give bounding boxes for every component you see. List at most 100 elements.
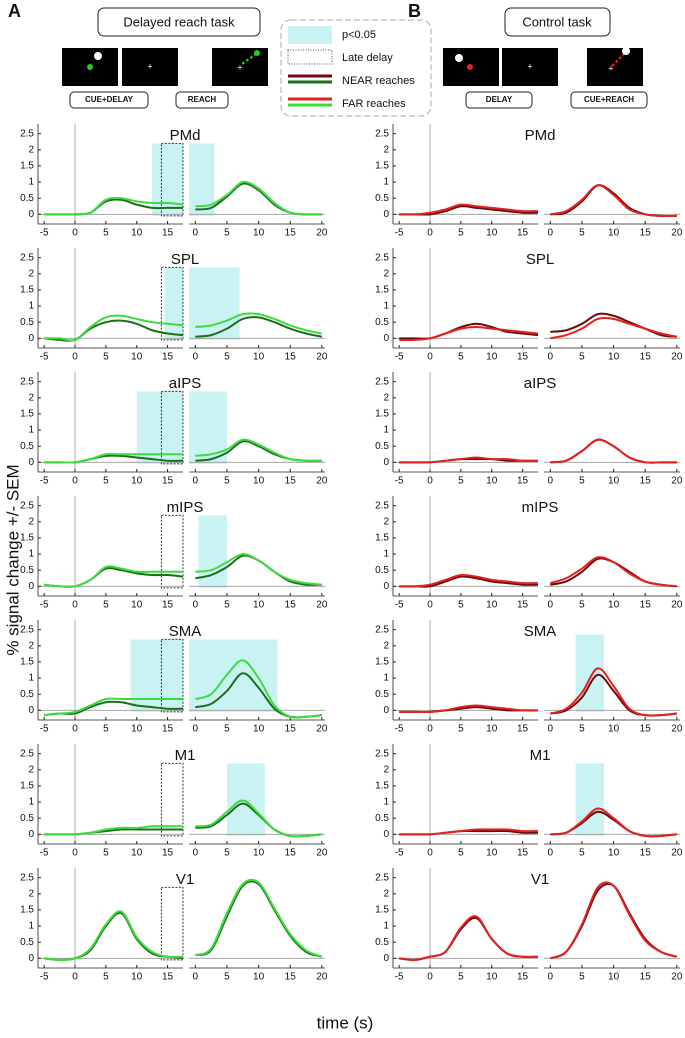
legend-label: FAR reaches bbox=[342, 98, 406, 110]
significance-shade bbox=[226, 763, 265, 836]
x-tick-label: 20 bbox=[316, 724, 328, 735]
y-tick-label: 2.5 bbox=[375, 128, 389, 139]
data-line bbox=[44, 697, 183, 717]
y-tick-label: 0.5 bbox=[20, 937, 34, 948]
x-tick-label: 0 bbox=[72, 352, 78, 363]
label-box bbox=[570, 91, 648, 109]
x-tick-label: 5 bbox=[103, 600, 109, 611]
legend-label: p<0.05 bbox=[342, 29, 376, 41]
y-tick-label: 2.5 bbox=[375, 500, 389, 511]
y-tick-label: 0 bbox=[383, 457, 389, 468]
x-tick-label: 0 bbox=[193, 972, 199, 983]
x-tick-label: -5 bbox=[40, 972, 49, 983]
y-tick-label: 2 bbox=[383, 640, 389, 651]
x-tick-label: 0 bbox=[72, 848, 78, 859]
x-tick-label: 5 bbox=[103, 476, 109, 487]
x-tick-label: 15 bbox=[285, 600, 297, 611]
y-tick-label: 0 bbox=[28, 829, 34, 840]
x-tick-label: 0 bbox=[427, 972, 433, 983]
x-tick-label: 15 bbox=[517, 476, 529, 487]
data-line bbox=[44, 565, 183, 588]
x-tick-label: 0 bbox=[193, 228, 199, 239]
y-tick-label: 0.5 bbox=[20, 317, 34, 328]
y-tick-label: 2.5 bbox=[375, 624, 389, 635]
x-tick-label: 0 bbox=[548, 476, 554, 487]
y-tick-label: 0.5 bbox=[375, 813, 389, 824]
y-tick-label: 1 bbox=[28, 301, 34, 312]
significance-shade bbox=[189, 639, 278, 712]
data-line bbox=[44, 911, 184, 961]
legend-swatch bbox=[287, 49, 333, 65]
x-tick-label: -5 bbox=[395, 600, 404, 611]
y-tick-label: 1.5 bbox=[375, 161, 389, 172]
x-tick-label: 15 bbox=[640, 228, 652, 239]
y-tick-label: 2.5 bbox=[20, 500, 34, 511]
x-tick-label: 15 bbox=[640, 724, 652, 735]
significance-shade bbox=[189, 143, 215, 216]
x-tick-label: 0 bbox=[427, 352, 433, 363]
y-tick-label: 0.5 bbox=[375, 317, 389, 328]
y-tick-label: 0 bbox=[383, 333, 389, 344]
x-tick-label: 5 bbox=[458, 476, 464, 487]
data-line bbox=[195, 880, 323, 958]
late-delay-box bbox=[160, 638, 184, 713]
significance-shade bbox=[130, 639, 183, 712]
y-tick-label: 1.5 bbox=[20, 161, 34, 172]
task-icons: + + + + bbox=[62, 47, 643, 86]
y-tick-label: 1 bbox=[383, 797, 389, 808]
y-tick-label: 2.5 bbox=[20, 128, 34, 139]
x-tick-label: 10 bbox=[253, 228, 265, 239]
x-tick-label: 15 bbox=[162, 724, 174, 735]
panel-title: aIPS bbox=[169, 375, 202, 392]
y-tick-label: 1.5 bbox=[375, 781, 389, 792]
data-line bbox=[195, 316, 323, 338]
x-tick-label: 20 bbox=[671, 228, 683, 239]
x-tick-label: 0 bbox=[548, 972, 554, 983]
y-tick-label: 1 bbox=[383, 921, 389, 932]
data-line bbox=[194, 878, 323, 958]
x-tick-label: 5 bbox=[103, 972, 109, 983]
x-tick-label: 15 bbox=[162, 352, 174, 363]
data-line bbox=[550, 312, 677, 338]
x-tick-label: 0 bbox=[427, 848, 433, 859]
y-tick-label: 0 bbox=[28, 457, 34, 468]
x-tick-label: 10 bbox=[486, 600, 498, 611]
panel-letter: A bbox=[8, 1, 21, 21]
legend-label: NEAR reaches bbox=[342, 75, 415, 87]
y-tick-label: 1.5 bbox=[20, 285, 34, 296]
y-tick-label: 1.5 bbox=[20, 657, 34, 668]
data-line bbox=[550, 317, 678, 340]
x-tick-label: 10 bbox=[608, 352, 620, 363]
panel-title: mIPS bbox=[167, 499, 204, 516]
y-tick-label: 2.5 bbox=[20, 252, 34, 263]
x-tick-label: -5 bbox=[395, 972, 404, 983]
x-tick-label: 15 bbox=[517, 724, 529, 735]
data-line bbox=[44, 314, 184, 342]
x-tick-label: -5 bbox=[40, 476, 49, 487]
task-box bbox=[504, 7, 611, 37]
x-tick-label: 0 bbox=[72, 476, 78, 487]
panel-title: PMd bbox=[170, 127, 201, 144]
x-tick-label: 20 bbox=[671, 476, 683, 487]
x-tick-label: 15 bbox=[640, 476, 652, 487]
late-delay-box bbox=[160, 142, 184, 217]
data-line bbox=[550, 556, 677, 588]
x-tick-label: 10 bbox=[131, 848, 143, 859]
x-tick-label: 0 bbox=[72, 972, 78, 983]
x-tick-label: 10 bbox=[253, 600, 265, 611]
y-tick-label: 2 bbox=[28, 268, 34, 279]
y-tick-label: 2 bbox=[28, 888, 34, 899]
label-box bbox=[465, 91, 533, 109]
x-tick-label: 15 bbox=[162, 848, 174, 859]
y-tick-label: 0.5 bbox=[20, 193, 34, 204]
x-tick-label: 0 bbox=[72, 600, 78, 611]
y-tick-label: 0 bbox=[383, 581, 389, 592]
y-tick-label: 2 bbox=[383, 516, 389, 527]
x-tick-label: 10 bbox=[608, 848, 620, 859]
y-tick-label: 2.5 bbox=[20, 624, 34, 635]
x-tick-label: 5 bbox=[579, 848, 585, 859]
phase-label: CUE+DELAY bbox=[85, 95, 134, 104]
x-tick-label: 10 bbox=[131, 476, 143, 487]
x-tick-label: 15 bbox=[285, 228, 297, 239]
x-tick-label: 15 bbox=[517, 352, 529, 363]
